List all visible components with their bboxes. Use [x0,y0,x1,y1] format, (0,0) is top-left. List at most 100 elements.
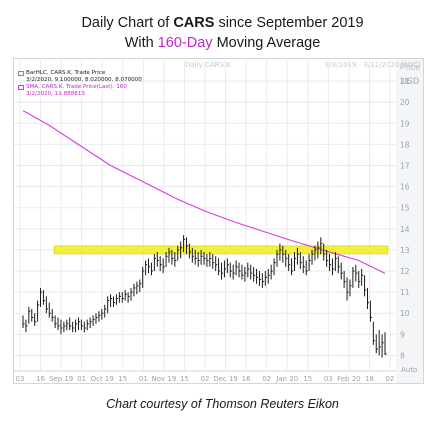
price-bar [296,247,300,265]
price-bar [212,254,215,269]
price-bar [86,319,89,331]
price-bar [235,260,238,276]
currency-axis-label: USD [400,76,420,86]
price-bar [352,266,355,288]
price-bar [139,279,142,293]
price-bar [366,287,370,310]
price-bar [168,247,171,263]
price-bar [364,275,367,297]
price-bar [369,300,373,322]
sma-series-swatch [18,85,24,90]
price-tick-label: 21 [400,77,410,86]
price-bar [107,296,110,314]
subtitle-prefix: With [124,35,158,51]
legend-sma-values: 3/2/2020, 11.888813 [26,91,85,97]
price-bar [264,271,267,286]
subtitle-accent: 160-Day [157,35,213,51]
title-prefix: Daily Chart of [81,15,174,31]
price-bar [320,237,323,255]
date-tick-label: Sep 19 [49,375,73,383]
price-bar [238,262,241,278]
legend-bar-values: 3/2/2020, 9.100000, 8.020000, 8.070000 [26,77,142,83]
price-bar [83,321,86,333]
price-bar [80,319,83,331]
auto-scale-label: Auto [401,366,417,374]
price-bar [299,252,302,269]
price-bar [104,304,107,318]
sma-160-line [22,110,386,274]
price-bar [273,258,276,276]
price-bar [191,247,194,263]
price-bar [197,252,200,267]
price-bar [42,290,46,305]
price-bar [75,319,78,333]
price-bar [384,332,387,356]
price-bar [326,249,329,267]
price-tick-label: 11 [400,288,410,297]
date-tick-label: 16 [36,375,45,383]
price-bar [188,243,192,259]
price-bar [311,249,314,265]
price-bar [69,317,72,331]
price-bar [267,268,270,284]
price-bar [180,241,183,259]
date-tick-label: 02 [262,375,271,383]
date-tick-label: 15 [118,375,127,383]
date-tick-label: 01 [139,375,148,383]
price-bar [232,264,235,280]
price-bar [241,264,244,280]
price-bar [110,294,113,307]
price-bar [372,321,375,345]
price-bar [28,306,31,324]
price-bar [136,281,139,295]
date-tick-label: Feb 20 [337,375,361,383]
price-bar [276,249,279,267]
bar-series-swatch [18,71,24,76]
price-bar [162,258,165,274]
price-bar [150,262,154,276]
price-bar [31,309,34,322]
price-bar [72,321,75,333]
price-bar [329,254,332,272]
price-bar [282,245,285,263]
title-ticker: CARS [173,15,215,31]
price-tick-label: 12 [400,267,410,276]
price-bar [200,249,203,265]
price-bar [185,237,189,255]
date-tick-label: 16 [242,375,251,383]
price-bar [358,271,361,288]
price-axis-strip[interactable] [396,58,424,384]
price-bar [226,258,229,274]
price-bar [337,256,340,274]
price-tick-label: 14 [400,225,410,234]
price-tick-label: 13 [400,246,410,255]
price-bar [77,317,81,331]
price-tick-label: 18 [400,140,410,149]
price-bar [127,292,130,303]
price-bar [92,315,95,326]
resistance-highlight [53,245,389,255]
date-tick-label: Jan 20 [275,375,298,383]
chart-legend: BarHLC, CARS.K, Trade Price 3/2/2020, 9.… [18,70,142,98]
date-tick-label: 02 [386,375,395,383]
price-bar [113,296,116,307]
price-bar [223,260,227,278]
price-bar [145,260,148,276]
price-bar [261,273,264,288]
date-tick-label: 18 [365,375,374,383]
chart-subtitle: With 160-Day Moving Average [0,34,445,52]
price-bar [218,258,221,276]
price-bar [89,317,92,329]
price-bar [171,249,174,265]
price-bar [203,252,206,265]
price-bar [115,294,119,305]
price-bar [340,262,343,280]
price-bar [118,292,121,303]
price-bar [302,256,305,274]
price-bar [124,290,127,301]
price-bar [51,309,54,322]
price-bar [183,235,186,253]
price-tick-label: 10 [400,309,410,318]
date-tick-label: 15 [303,375,312,383]
price-bar [346,277,349,301]
